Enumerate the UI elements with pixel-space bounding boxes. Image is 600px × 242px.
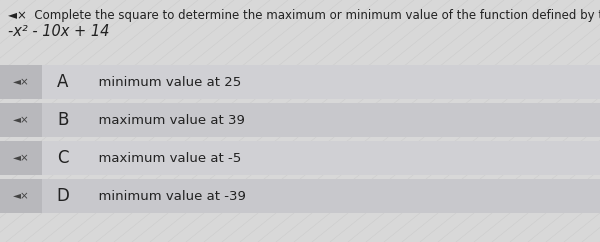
Bar bbox=[0, 141, 42, 175]
Bar bbox=[84, 65, 600, 99]
Text: ◄×: ◄× bbox=[13, 115, 29, 125]
Text: B: B bbox=[58, 111, 68, 129]
Text: ◄×: ◄× bbox=[13, 153, 29, 163]
Bar bbox=[42, 65, 84, 99]
Text: ◄×: ◄× bbox=[13, 191, 29, 201]
Bar bbox=[84, 179, 600, 213]
Bar bbox=[0, 65, 42, 99]
Text: maximum value at 39: maximum value at 39 bbox=[90, 113, 245, 127]
Bar bbox=[0, 103, 42, 137]
Text: minimum value at 25: minimum value at 25 bbox=[90, 76, 241, 89]
Text: C: C bbox=[57, 149, 69, 167]
Text: -x² - 10x + 14: -x² - 10x + 14 bbox=[8, 24, 109, 39]
Text: A: A bbox=[58, 73, 68, 91]
Bar bbox=[42, 179, 84, 213]
Bar bbox=[84, 103, 600, 137]
Bar bbox=[42, 103, 84, 137]
Bar bbox=[84, 141, 600, 175]
Text: D: D bbox=[56, 187, 70, 205]
Text: maximum value at -5: maximum value at -5 bbox=[90, 151, 241, 165]
Bar bbox=[0, 179, 42, 213]
Text: minimum value at -39: minimum value at -39 bbox=[90, 189, 246, 203]
Bar bbox=[42, 141, 84, 175]
Text: ◄×  Complete the square to determine the maximum or minimum value of the functio: ◄× Complete the square to determine the … bbox=[8, 9, 600, 22]
Text: ◄×: ◄× bbox=[13, 77, 29, 87]
